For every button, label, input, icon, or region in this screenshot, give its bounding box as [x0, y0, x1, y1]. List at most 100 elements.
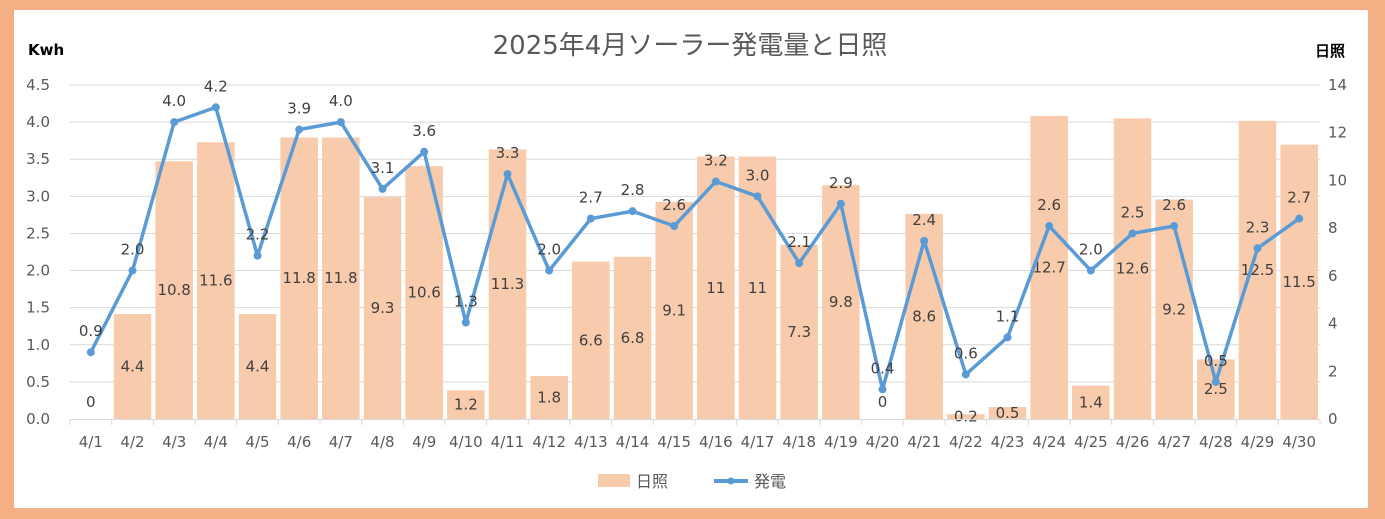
line-data-label: 2.1 — [787, 233, 811, 251]
y-axis-left-ticks: 0.0 0.5 1.0 1.5 2.0 2.5 3.0 3.5 4.0 4.5 — [26, 76, 50, 428]
bar — [905, 213, 943, 419]
x-tick-label: 4/7 — [329, 433, 353, 451]
bar-data-label: 0.5 — [996, 404, 1020, 422]
line-point — [836, 199, 845, 208]
bar-data-label: 9.1 — [662, 301, 686, 319]
bar-data-label: 6.6 — [579, 331, 603, 349]
line-data-label: 3.0 — [746, 166, 770, 184]
line-data-label: 2.4 — [912, 211, 936, 229]
bar-data-label: 1.8 — [537, 389, 561, 407]
x-tick-label: 4/30 — [1282, 433, 1316, 451]
series-line — [89, 105, 1301, 392]
bar-data-label: 0 — [86, 393, 96, 411]
line-point — [920, 236, 929, 245]
x-tick-label: 4/18 — [782, 433, 816, 451]
bar-data-label: 1.4 — [1079, 393, 1103, 411]
line-series-generation — [86, 103, 1304, 394]
x-tick-label: 4/4 — [204, 433, 228, 451]
bar-data-label: 11 — [748, 279, 767, 297]
line-data-label: 3.9 — [287, 100, 311, 118]
y-left-tick-label: 1.5 — [26, 299, 50, 317]
bar — [488, 149, 527, 419]
bar — [1280, 144, 1318, 419]
y-left-tick-label: 4.0 — [26, 113, 50, 131]
line-point — [586, 214, 595, 223]
x-tick-label: 4/3 — [162, 433, 186, 451]
x-tick-label: 4/21 — [907, 433, 941, 451]
bar-data-label: 12.6 — [1116, 260, 1149, 278]
line-point — [628, 207, 637, 216]
line-point — [711, 177, 720, 186]
y-right-tick-label: 8 — [1328, 219, 1338, 237]
line-data-label: 2.8 — [621, 181, 645, 199]
x-tick-label: 4/24 — [1032, 433, 1066, 451]
line-point — [378, 184, 387, 193]
line-point — [461, 318, 470, 327]
bar — [238, 314, 277, 419]
bar — [1197, 359, 1235, 419]
y-left-tick-label: 0.0 — [26, 410, 50, 428]
line-data-label: 1.3 — [454, 293, 478, 311]
bar — [1113, 118, 1152, 420]
x-axis: 4/1 4/2 4/3 4/4 4/5 4/6 4/7 4/8 4/9 4/10 4/11 4/12 4… — [69, 419, 1321, 451]
x-tick-label: 4/10 — [449, 433, 483, 451]
line-point — [961, 370, 970, 379]
y-right-tick-label: 2 — [1328, 362, 1338, 380]
line-data-label: 2.6 — [1162, 196, 1186, 214]
y-right-tick-label: 12 — [1328, 124, 1347, 142]
chart-title: 2025年4月ソーラー発電量と日照 — [493, 31, 888, 61]
line-data-label: 2.9 — [829, 174, 853, 192]
y-right-tick-label: 4 — [1328, 315, 1338, 333]
y-right-tick-label: 0 — [1328, 410, 1338, 428]
bar — [780, 244, 818, 419]
line-data-label: 2.0 — [121, 241, 145, 259]
line-data-label: 2.0 — [1079, 241, 1103, 259]
bar — [197, 142, 235, 419]
y-right-tick-label: 14 — [1328, 76, 1347, 94]
bar — [1072, 385, 1110, 419]
bar — [280, 137, 318, 419]
x-tick-label: 4/26 — [1116, 433, 1150, 451]
line-data-label: 0.9 — [79, 322, 103, 340]
line-point — [1086, 266, 1095, 275]
bar-data-label: 9.8 — [829, 293, 853, 311]
bar — [155, 161, 193, 420]
y-left-tick-label: 2.0 — [26, 262, 50, 280]
bar — [947, 414, 985, 419]
x-tick-label: 4/20 — [866, 433, 900, 451]
line-point — [1128, 229, 1137, 238]
x-tick-label: 4/27 — [1157, 433, 1191, 451]
x-tick-label: 4/19 — [824, 433, 858, 451]
bar — [1238, 120, 1277, 420]
bar-data-label: 4.4 — [246, 358, 270, 376]
line-point — [795, 259, 804, 268]
line-data-label: 2.3 — [1246, 218, 1270, 236]
x-tick-label: 4/15 — [657, 433, 691, 451]
line-data-label: 4.0 — [329, 92, 353, 110]
bar — [113, 314, 152, 419]
line-data-labels: 0.9 2.0 4.0 4.2 2.2 3.9 4.0 3.1 3.6 1.3 3.3 2.0 2.7 2… — [79, 77, 1311, 377]
bar-data-label: 4.4 — [121, 358, 145, 376]
line-point — [295, 125, 304, 134]
y-axis-right-title: 日照 — [1315, 42, 1345, 60]
line-point — [1253, 244, 1262, 253]
y-right-tick-label: 10 — [1328, 171, 1347, 189]
x-tick-label: 4/28 — [1199, 433, 1233, 451]
bar-data-label: 11 — [706, 279, 725, 297]
line-data-label: 2.7 — [1287, 189, 1311, 207]
bar — [1030, 116, 1068, 419]
bar-data-label: 6.8 — [621, 329, 645, 347]
x-tick-label: 4/9 — [412, 433, 436, 451]
line-data-label: 4.0 — [162, 92, 186, 110]
line-point — [503, 170, 512, 179]
line-data-label: 2.6 — [662, 196, 686, 214]
line-data-label: 2.2 — [246, 226, 270, 244]
line-point — [1003, 333, 1012, 342]
line-point — [86, 348, 95, 357]
x-tick-label: 4/14 — [616, 433, 650, 451]
chart-frame: 2025年4月ソーラー発電量と日照 Kwh 日照 0.0 0.5 1.0 1.5 2.0… — [14, 10, 1368, 508]
x-tick-label: 4/17 — [741, 433, 775, 451]
bar-data-label: 11.5 — [1282, 273, 1315, 291]
line-point — [336, 118, 345, 127]
y-left-tick-label: 3.5 — [26, 150, 50, 168]
